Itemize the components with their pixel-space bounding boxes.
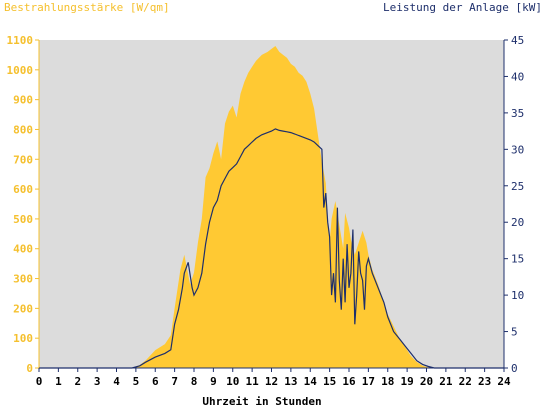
x-tick-label: 19 [401, 375, 414, 388]
x-tick-label: 6 [152, 375, 159, 388]
x-tick-label: 9 [210, 375, 217, 388]
x-tick-label: 22 [459, 375, 472, 388]
x-tick-label: 15 [323, 375, 336, 388]
y-axis-left-title: Bestrahlungsstärke [W/qm] [4, 1, 170, 14]
y-left-tick-label: 300 [13, 273, 33, 286]
y-left-tick-label: 1100 [7, 34, 34, 47]
x-tick-label: 10 [226, 375, 239, 388]
x-tick-label: 4 [113, 375, 120, 388]
y-left-tick-label: 1000 [7, 64, 34, 77]
y-axis-left-ticks: 0 100 200 300 400 500 600 700 800 900 1000 1100 [7, 34, 39, 375]
y-right-tick-label: 30 [511, 143, 524, 156]
y-right-tick-label: 25 [511, 180, 524, 193]
x-tick-label: 1 [55, 375, 62, 388]
y-axis-right-ticks: 0 5 10 15 20 25 30 35 40 45 [504, 34, 524, 375]
x-tick-label: 17 [362, 375, 375, 388]
y-left-tick-label: 600 [13, 183, 33, 196]
y-right-tick-label: 15 [511, 253, 524, 266]
x-tick-label: 13 [284, 375, 297, 388]
y-right-tick-label: 45 [511, 34, 524, 47]
x-tick-label: 3 [94, 375, 101, 388]
x-tick-label: 24 [497, 375, 511, 388]
x-tick-label: 11 [246, 375, 260, 388]
y-left-tick-label: 800 [13, 123, 33, 136]
series-area-0 [39, 46, 504, 368]
series-line-1 [39, 128, 504, 369]
x-axis-title: Uhrzeit in Stunden [202, 395, 321, 408]
x-axis-ticks: 0 1 2 3 4 5 6 7 8 9 10 11 12 13 14 15 16 17 18 19 20 21 22 23 24 [36, 368, 511, 388]
y-left-tick-label: 700 [13, 153, 33, 166]
x-tick-label: 16 [342, 375, 356, 388]
y-left-tick-label: 900 [13, 94, 33, 107]
x-tick-label: 18 [381, 375, 394, 388]
x-tick-label: 20 [420, 375, 433, 388]
y-right-tick-label: 5 [511, 326, 518, 339]
y-right-tick-label: 40 [511, 70, 524, 83]
y-left-tick-label: 500 [13, 213, 33, 226]
y-left-tick-label: 0 [26, 362, 33, 375]
y-axis-right-title: Leistung der Anlage [kW] [383, 1, 542, 14]
series-layer [39, 46, 504, 369]
y-left-tick-label: 400 [13, 243, 33, 256]
y-right-tick-label: 10 [511, 289, 524, 302]
y-left-tick-label: 200 [13, 302, 33, 315]
y-left-tick-label: 100 [13, 332, 33, 345]
x-tick-label: 21 [439, 375, 453, 388]
x-tick-label: 14 [304, 375, 318, 388]
y-right-tick-label: 35 [511, 107, 524, 120]
y-right-tick-label: 20 [511, 216, 524, 229]
x-tick-label: 23 [478, 375, 491, 388]
x-tick-label: 5 [133, 375, 140, 388]
y-right-tick-label: 0 [511, 362, 518, 375]
x-tick-label: 2 [74, 375, 81, 388]
x-tick-label: 12 [265, 375, 278, 388]
x-tick-label: 0 [36, 375, 43, 388]
x-tick-label: 7 [171, 375, 178, 388]
x-tick-label: 8 [191, 375, 198, 388]
